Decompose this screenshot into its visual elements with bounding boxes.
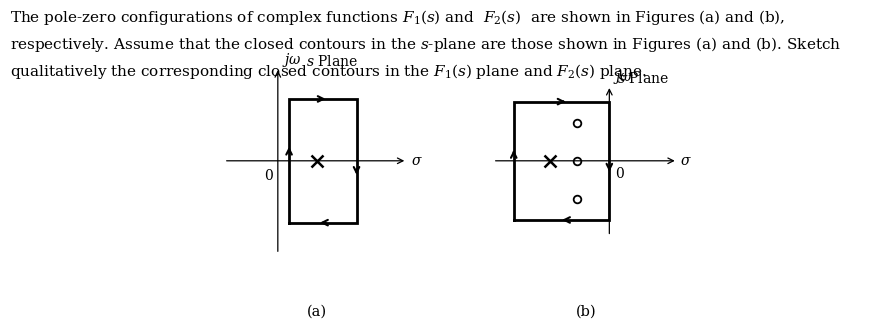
Text: $j\omega$: $j\omega$ bbox=[613, 68, 633, 86]
Text: $\sigma$: $\sigma$ bbox=[410, 154, 422, 168]
Text: $\sigma$: $\sigma$ bbox=[680, 154, 692, 168]
Text: (b): (b) bbox=[576, 304, 597, 318]
Text: $s$ Plane: $s$ Plane bbox=[617, 71, 669, 86]
Text: qualitatively the corresponding closed contours in the $F_1(s)$ plane and $F_2(s: qualitatively the corresponding closed c… bbox=[10, 62, 647, 81]
Text: $s$ Plane: $s$ Plane bbox=[306, 54, 358, 69]
Text: 0: 0 bbox=[264, 169, 273, 183]
Text: respectively. Assume that the closed contours in the $s$-plane are those shown i: respectively. Assume that the closed con… bbox=[10, 35, 842, 54]
Text: The pole-zero configurations of complex functions $F_1(s)$ and  $F_2(s)$  are sh: The pole-zero configurations of complex … bbox=[10, 8, 786, 27]
Text: 0: 0 bbox=[614, 167, 624, 181]
Text: (a): (a) bbox=[307, 304, 328, 318]
Text: $j\omega$: $j\omega$ bbox=[282, 51, 302, 69]
